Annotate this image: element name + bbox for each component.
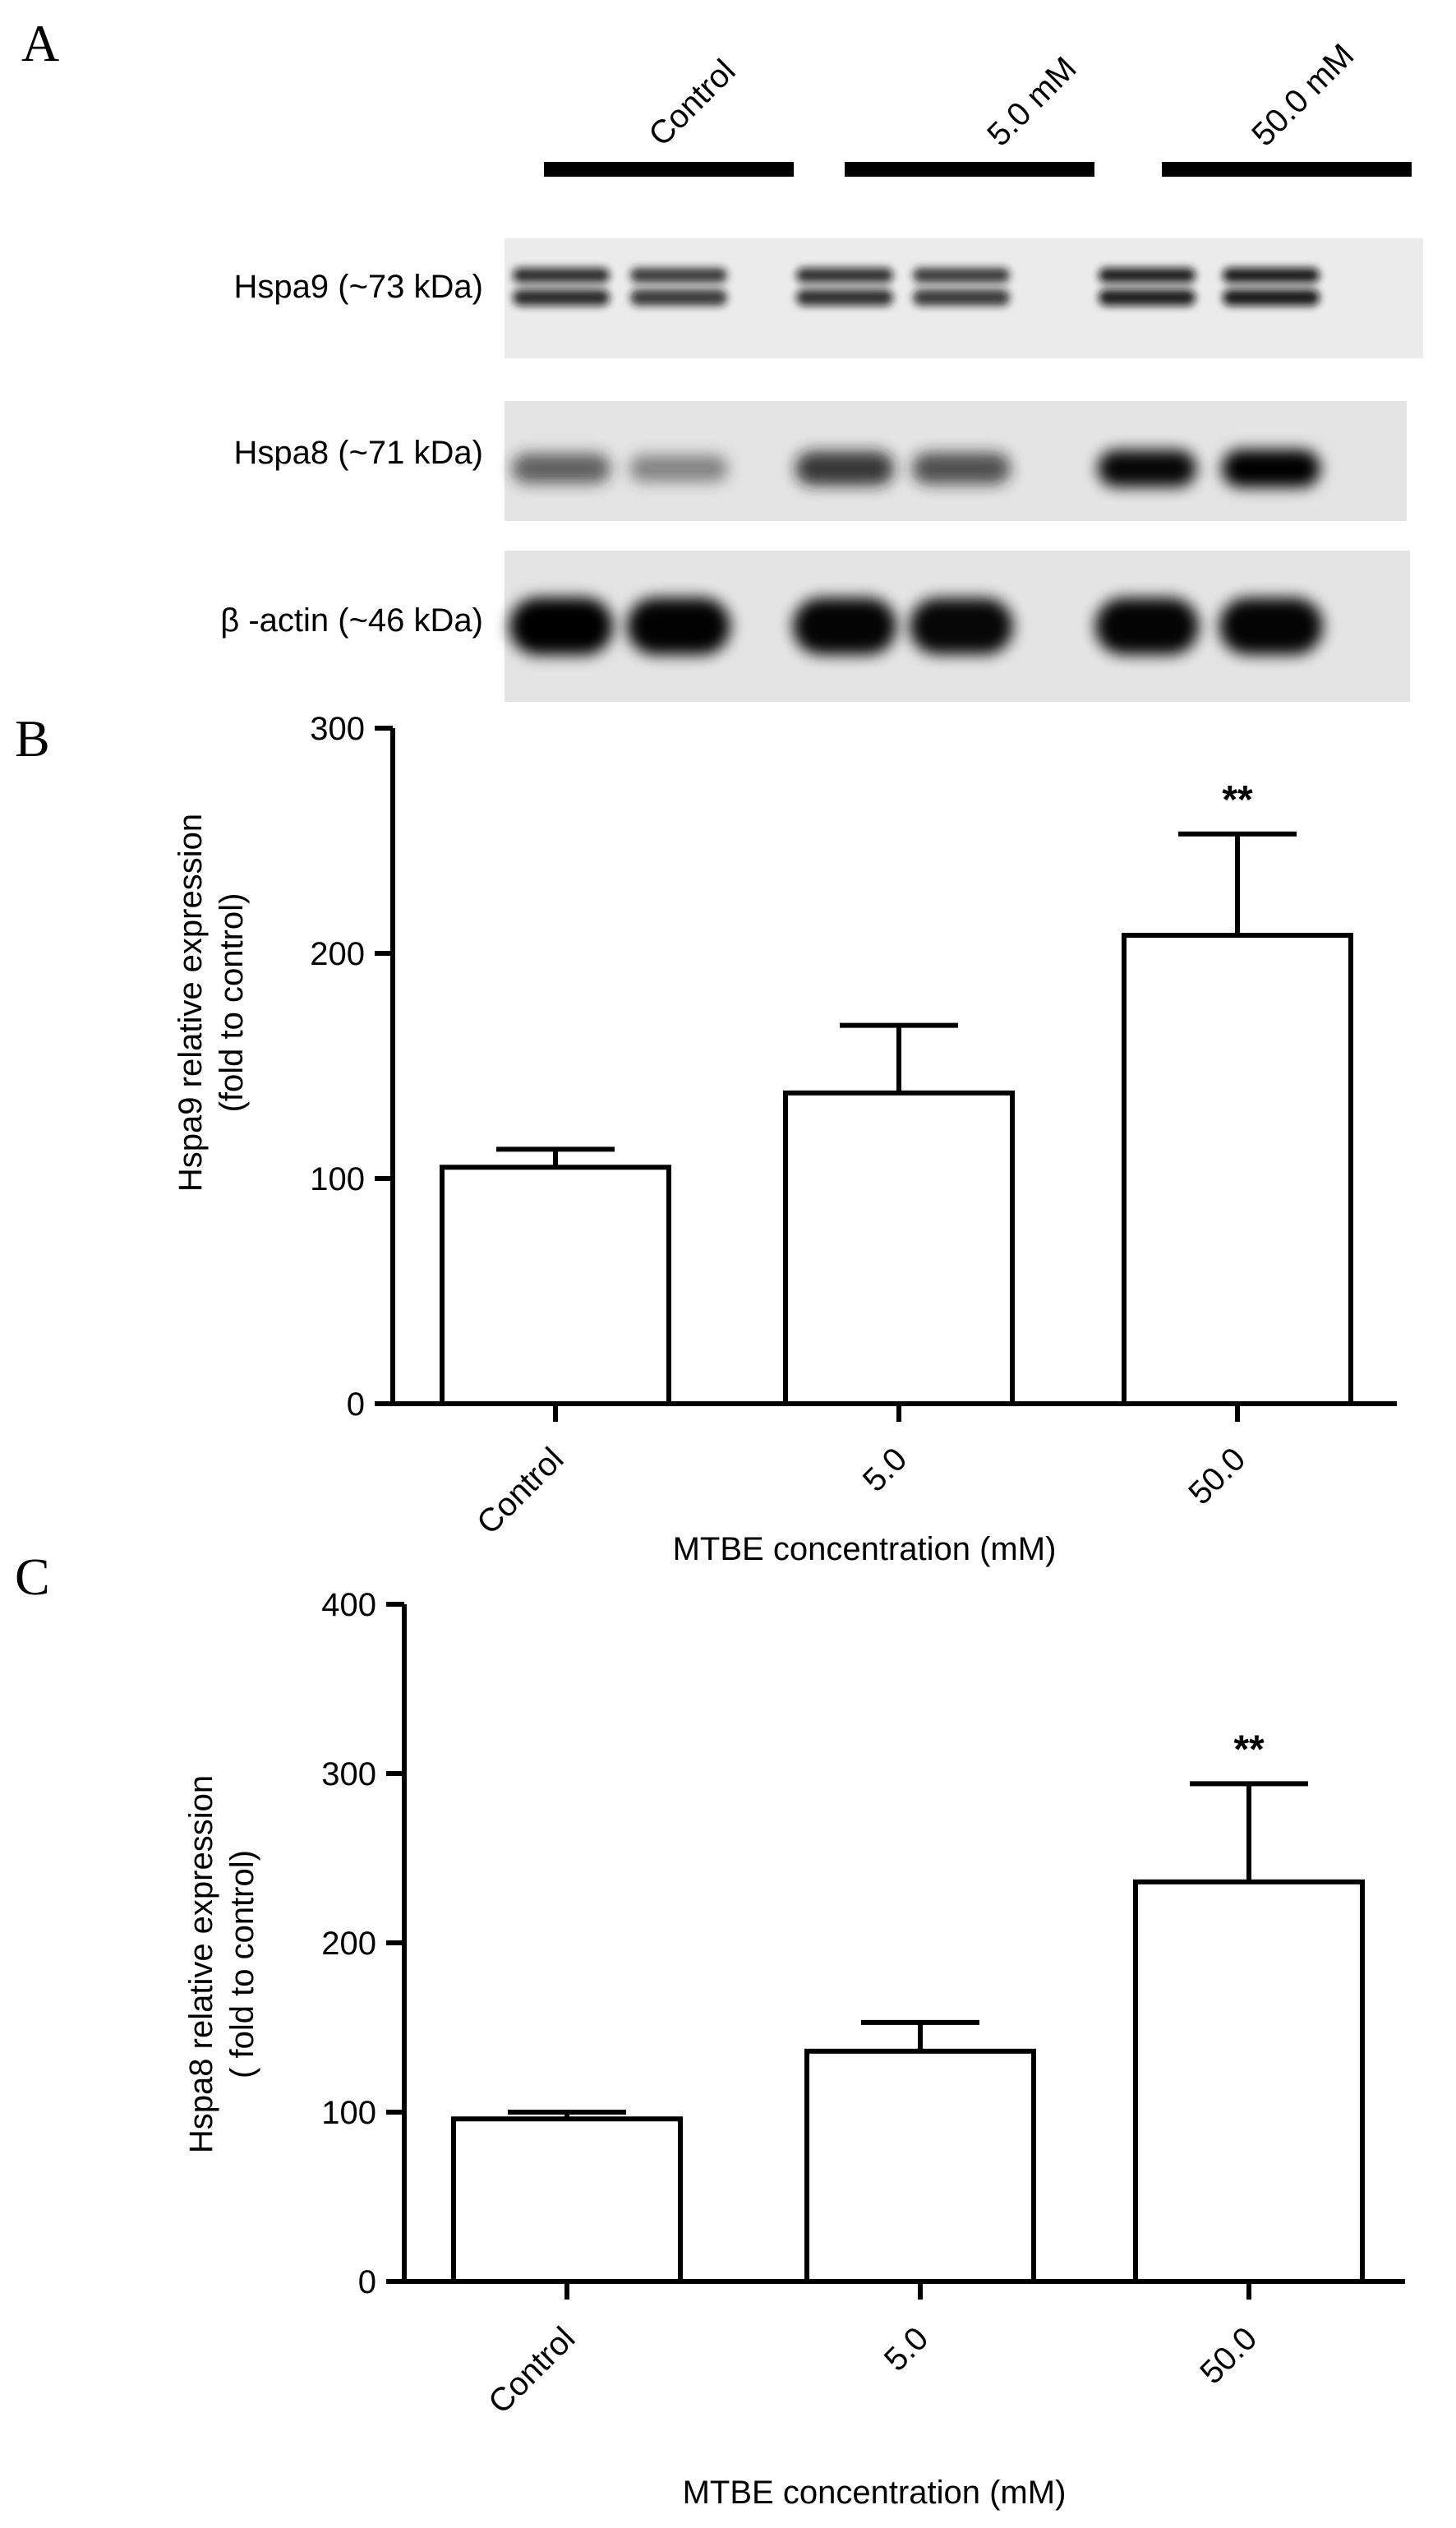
panel-letter-c: C	[15, 1548, 50, 1606]
blot-band	[509, 597, 613, 655]
blot-row-hspa9: Hspa9 (~73 kDa)	[234, 238, 1423, 358]
y-tick-label: 100	[321, 2095, 376, 2131]
blot-band	[627, 597, 730, 655]
blot-band	[629, 454, 728, 482]
blot-row-label-hspa8: Hspa8 (~71 kDa)	[234, 435, 483, 471]
y-tick-label: 300	[321, 1756, 376, 1792]
x-tick-label: 5.0	[856, 1441, 914, 1498]
x-tick-label: 5.0	[878, 2320, 935, 2378]
lane-group-bar-50mm	[1162, 162, 1412, 177]
blot-band-lower	[913, 289, 1010, 306]
chart-hspa8-x-axis-title: MTBE concentration (mM)	[683, 2475, 1067, 2511]
y-tick-label: 400	[321, 1587, 376, 1623]
chart-hspa9-x-axis-title: MTBE concentration (mM)	[673, 1531, 1057, 1567]
blot-row-beta-actin: β -actin (~46 kDa)	[220, 551, 1410, 702]
blot-band-lower	[513, 289, 610, 306]
blot-row-hspa8: Hspa8 (~71 kDa)	[234, 401, 1407, 521]
blot-band-lower	[796, 289, 893, 306]
blot-band	[1095, 597, 1199, 655]
blot-band	[1098, 450, 1196, 487]
bar-hspa9	[783, 1090, 1015, 1406]
blot-band	[912, 452, 1011, 485]
lane-group-label-50mm: 50.0 mM	[1245, 37, 1361, 153]
blot-band-upper	[1099, 268, 1196, 283]
chart-hspa8-y-axis-title-line-2: ( fold to control)	[224, 1850, 260, 2078]
y-tick-label: 100	[310, 1161, 365, 1197]
blot-bands-hspa9	[513, 268, 1320, 306]
blot-bands-hspa8	[512, 450, 1320, 487]
significance-marker: **	[1222, 778, 1253, 822]
panel-letter-a: A	[21, 14, 59, 72]
lane-group-label-5mm: 5.0 mM	[980, 50, 1083, 153]
y-tick-label: 200	[310, 936, 365, 972]
blot-band-upper	[913, 268, 1010, 283]
blot-band	[1219, 597, 1323, 655]
chart-hspa8-y-axis-title-line-1: Hspa8 relative expression	[183, 1775, 219, 2153]
bar-hspa8	[804, 2048, 1036, 2285]
lane-group-label-control: Control	[642, 53, 742, 153]
blot-band-upper	[1223, 268, 1320, 283]
x-tick-label: Control	[481, 2320, 582, 2420]
chart-hspa9: Hspa9 relative expression (fold to contr…	[173, 711, 1397, 1567]
blot-band-upper	[796, 268, 893, 283]
chart-hspa8: Hspa8 relative expression ( fold to cont…	[183, 1587, 1405, 2511]
blot-band-upper	[630, 268, 727, 283]
panel-letter-b: B	[15, 709, 50, 768]
bar-hspa9	[440, 1165, 671, 1407]
bar-hspa9	[1122, 933, 1353, 1406]
western-blot-panel: Control 5.0 mM 50.0 mM Hspa9 (~73 kDa) H…	[220, 37, 1423, 702]
lane-group-bar-control	[544, 162, 794, 177]
blot-row-label-beta-actin: β -actin (~46 kDa)	[220, 602, 483, 639]
x-tick-label: Control	[470, 1441, 570, 1541]
lane-group-bar-5mm	[845, 162, 1094, 177]
y-tick-label: 200	[321, 1926, 376, 1962]
y-tick-label: 300	[310, 711, 365, 747]
y-tick-label: 0	[358, 2264, 376, 2300]
chart-hspa9-y-axis-title: Hspa9 relative expression (fold to contr…	[173, 814, 250, 1192]
x-tick-label: 50.0	[1182, 1441, 1252, 1511]
blot-band-lower	[630, 289, 727, 306]
y-tick-label: 0	[347, 1386, 365, 1423]
chart-hspa9-y-axis-title-line-2: (fold to control)	[214, 893, 250, 1113]
blot-band-lower	[1099, 289, 1196, 306]
blot-band	[512, 453, 611, 484]
chart-hspa8-y-axis-title: Hspa8 relative expression ( fold to cont…	[183, 1775, 260, 2153]
blot-band	[910, 597, 1013, 655]
blot-bands-beta-actin	[509, 597, 1323, 655]
bar-hspa8	[451, 2116, 683, 2284]
blot-band-lower	[1223, 289, 1320, 306]
chart-hspa9-y-axis-title-line-1: Hspa9 relative expression	[173, 814, 209, 1192]
blot-band-upper	[513, 268, 610, 283]
blot-band	[1222, 450, 1320, 487]
significance-marker: **	[1233, 1728, 1265, 1771]
lane-group-header: Control 5.0 mM 50.0 mM	[544, 37, 1412, 177]
blot-row-label-hspa9: Hspa9 (~73 kDa)	[234, 269, 483, 305]
blot-band	[795, 451, 894, 486]
blot-band	[793, 597, 896, 655]
bar-hspa8	[1133, 1879, 1365, 2285]
x-tick-label: 50.0	[1193, 2320, 1264, 2391]
